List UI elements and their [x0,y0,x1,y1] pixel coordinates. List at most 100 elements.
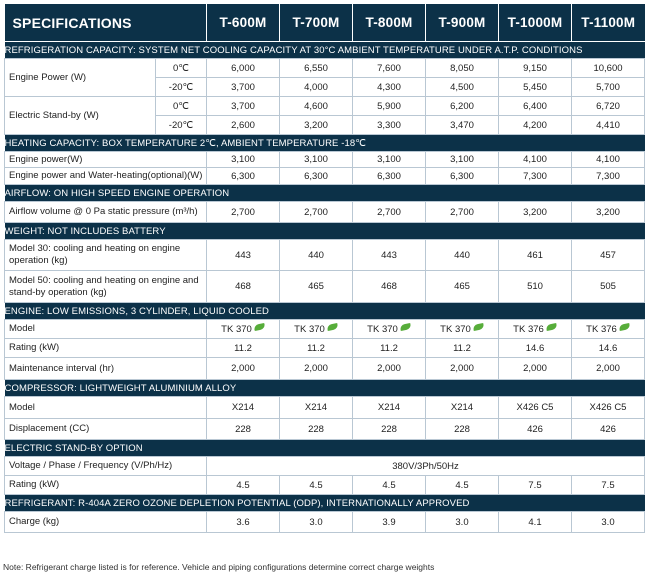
engine-model-text: TK 376 [586,323,617,335]
section-airflow: AIRFLOW: ON HIGH SPEED ENGINE OPERATION [4,184,645,202]
cell: 4,300 [352,77,426,97]
cell: 7,300 [571,167,645,185]
cell: 4.5 [279,475,353,495]
cell: 14.6 [498,338,572,358]
cell: 3,200 [571,201,645,223]
cell: 14.6 [571,338,645,358]
cell: 2,700 [206,201,280,223]
table-row: Engine power and Water-heating(optional)… [4,167,645,185]
cell: X214 [206,396,280,419]
table-row: Engine Power (W) 0℃ 6,000 6,550 7,600 8,… [4,58,645,97]
eco-leaf-icon [253,322,266,331]
cell: 4.1 [498,511,572,533]
section-heating: HEATING CAPACITY: BOX TEMPERATURE 2℃, AM… [4,134,645,152]
page-title: SPECIFICATIONS [4,4,207,42]
section-compressor: COMPRESSOR: LIGHTWEIGHT ALUMINIUM ALLOY [4,379,645,397]
cell: 2,000 [571,357,645,380]
footnote: Note: Refrigerant charge listed is for r… [3,562,435,572]
row-label: Model 30: cooling and heating on engine … [4,239,207,271]
cell: 3.0 [279,511,353,533]
cell: 7.5 [498,475,572,495]
model-header: T-1100M [571,4,645,42]
cell: 457 [571,239,645,271]
row-label: Voltage / Phase / Frequency (V/Ph/Hz) [4,456,207,476]
cell: 6,550 [279,58,353,78]
cell: 228 [425,418,499,440]
cell: 3,100 [352,151,426,168]
cell: 228 [279,418,353,440]
table-row: Rating (kW) 11.2 11.2 11.2 11.2 14.6 14.… [4,338,645,358]
model-header: T-600M [206,4,280,42]
cell: 5,900 [352,96,426,116]
cell: 3,100 [279,151,353,168]
engine-model-text: TK 370 [440,323,471,335]
section-engine: ENGINE: LOW EMISSIONS, 3 CYLINDER, LIQUI… [4,302,645,320]
cell: X214 [425,396,499,419]
cell: 465 [425,270,499,303]
cell: 6,300 [425,167,499,185]
table-row: -20℃ 2,600 3,200 3,300 3,470 4,200 4,410 [5,115,645,135]
table-row: Charge (kg) 3.6 3.0 3.9 3.0 4.1 3.0 [4,511,645,533]
cell: 2,600 [206,115,280,135]
cell: 3,470 [425,115,499,135]
cell: 468 [352,270,426,303]
model-header: T-1000M [498,4,572,42]
sub-label: -20℃ [155,115,207,135]
cell: 2,000 [279,357,353,380]
cell: 11.2 [425,338,499,358]
cell: 3,700 [206,96,280,116]
cell: 3.0 [425,511,499,533]
engine-model-text: TK 370 [221,323,252,335]
cell: 228 [352,418,426,440]
row-label: Model [4,319,207,339]
cell: 2,000 [352,357,426,380]
eco-leaf-icon [399,322,412,331]
cell: 228 [206,418,280,440]
row-label: Airflow volume @ 0 Pa static pressure (m… [4,201,207,223]
cell: X214 [279,396,353,419]
cell: 2,000 [206,357,280,380]
cell: 2,700 [425,201,499,223]
eco-leaf-icon [618,322,631,331]
cell: 8,050 [425,58,499,78]
engine-model-text: TK 370 [294,323,325,335]
cell: 11.2 [352,338,426,358]
spec-sheet: SPECIFICATIONS T-600M T-700M T-800M T-90… [4,4,645,533]
section-weight: WEIGHT: NOT INCLUDES BATTERY [4,222,645,240]
cell: 443 [352,239,426,271]
row-label: Charge (kg) [4,511,207,533]
cell: 3,300 [352,115,426,135]
cell: 4.5 [206,475,280,495]
table-row: Maintenance interval (hr) 2,000 2,000 2,… [4,357,645,380]
cell: X426 C5 [571,396,645,419]
cell: TK 370 [352,319,426,339]
cell: 7.5 [571,475,645,495]
table-row: Model X214 X214 X214 X214 X426 C5 X426 C… [4,396,645,419]
cell: 11.2 [279,338,353,358]
table-row: Engine power(W) 3,100 3,100 3,100 3,100 … [4,151,645,168]
eco-leaf-icon [545,322,558,331]
cell: 3.6 [206,511,280,533]
table-row: Model 50: cooling and heating on engine … [4,270,645,303]
table-header: SPECIFICATIONS T-600M T-700M T-800M T-90… [4,4,645,42]
cell: 2,000 [425,357,499,380]
section-refrigeration: REFRIGERATION CAPACITY: SYSTEM NET COOLI… [4,41,645,59]
cell: 3,700 [206,77,280,97]
row-label: Rating (kW) [4,338,207,358]
cell: 6,300 [206,167,280,185]
cell: 6,000 [206,58,280,78]
cell: 6,300 [352,167,426,185]
cell: 3.9 [352,511,426,533]
table-row: Voltage / Phase / Frequency (V/Ph/Hz) 38… [4,456,645,476]
specifications-table: SPECIFICATIONS T-600M T-700M T-800M T-90… [4,4,645,533]
eco-leaf-icon [326,322,339,331]
row-label: Model [4,396,207,419]
section-refrigerant: REFRIGERANT: R-404A ZERO OZONE DEPLETION… [4,494,645,512]
cell: 3,200 [279,115,353,135]
cell: 3,100 [206,151,280,168]
cell: 4,100 [571,151,645,168]
cell: 6,300 [279,167,353,185]
eco-leaf-icon [472,322,485,331]
engine-model-text: TK 376 [513,323,544,335]
cell: 4,600 [279,96,353,116]
